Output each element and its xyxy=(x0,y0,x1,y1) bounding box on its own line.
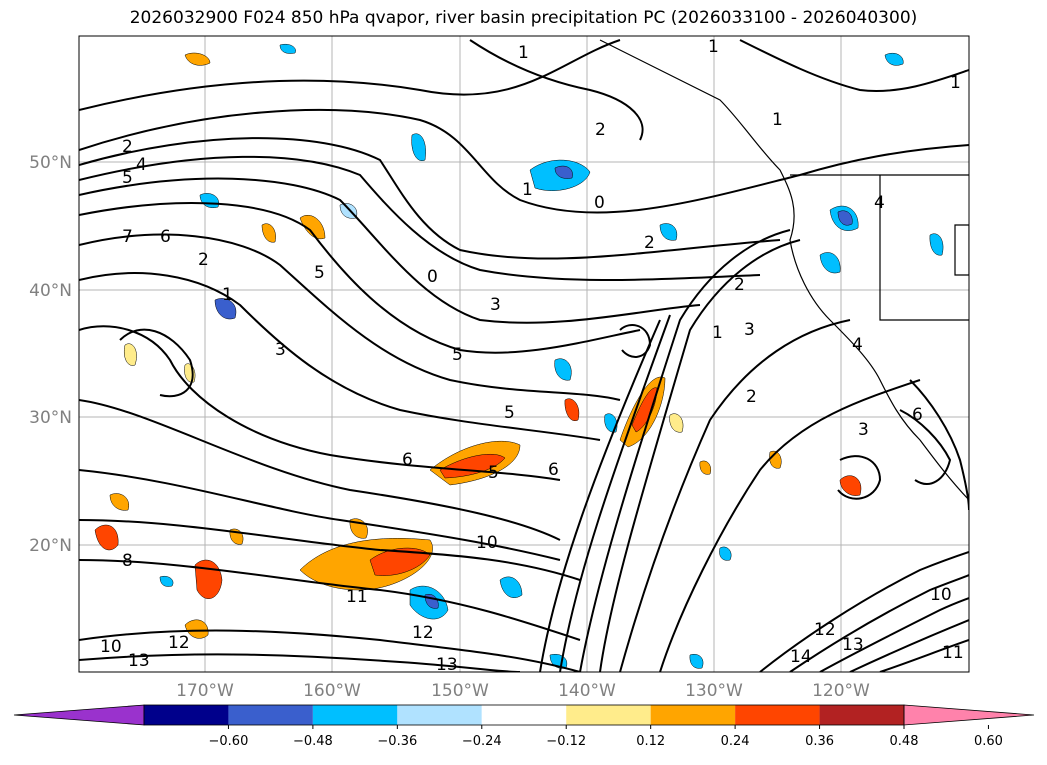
contour-label: 8 xyxy=(122,551,133,571)
contour-label: 5 xyxy=(122,168,133,188)
colorbar-segment xyxy=(312,705,398,725)
contour-label: 1 xyxy=(708,37,719,57)
contour-label: 1 xyxy=(950,73,961,93)
contour-label: 0 xyxy=(594,193,605,213)
lat-label: 50°N xyxy=(29,153,72,173)
contour-label: 4 xyxy=(136,155,147,175)
lon-label: 130°W xyxy=(685,681,743,701)
colorbar-segment xyxy=(735,705,820,725)
contour-label: 13 xyxy=(436,655,458,675)
colorbar-segment xyxy=(481,705,567,725)
latitude-axis: 50°N 40°N 30°N 20°N xyxy=(29,153,72,556)
longitude-axis: 170°W 160°W 150°W 140°W 130°W 120°W xyxy=(176,681,870,701)
contour-label: 2 xyxy=(644,233,655,253)
colorbar-tick-label: −0.60 xyxy=(209,734,249,749)
colorbar-tick-label: −0.24 xyxy=(462,734,502,749)
contour-label: 10 xyxy=(476,533,498,553)
contour-label: 1 xyxy=(712,323,723,343)
colorbar-tick-label: 0.24 xyxy=(721,734,750,749)
colorbar-tick-label: 0.12 xyxy=(636,734,665,749)
lon-label: 160°W xyxy=(303,681,361,701)
contour-label: 3 xyxy=(744,320,755,340)
contour-label: 1 xyxy=(772,110,783,130)
contour-label: 1 xyxy=(522,180,533,200)
contour-label: 5 xyxy=(452,345,463,365)
contour-label: 11 xyxy=(346,587,368,607)
contour-label: 6 xyxy=(160,227,171,247)
map-title: 2026032900 F024 850 hPa qvapor, river ba… xyxy=(129,8,918,28)
colorbar-tick-label: −0.12 xyxy=(546,734,586,749)
contour-label: 13 xyxy=(842,635,864,655)
lat-label: 40°N xyxy=(29,281,72,301)
colorbar-tick-label: 0.48 xyxy=(890,734,919,749)
contour-label: 12 xyxy=(814,620,836,640)
qvapor-contours xyxy=(79,39,969,672)
contour-label: 5 xyxy=(504,403,515,423)
colorbar-segment xyxy=(819,705,904,725)
colorbar-segment xyxy=(566,705,651,725)
colorbar-segment xyxy=(397,705,482,725)
contour-label: 2 xyxy=(595,120,606,140)
colorbar-segment xyxy=(144,705,229,725)
contour-label: 1 xyxy=(222,285,233,305)
colorbar-tick-label: 0.36 xyxy=(805,734,834,749)
coastline xyxy=(599,39,969,501)
contour-label: 12 xyxy=(412,623,434,643)
lon-label: 140°W xyxy=(558,681,616,701)
contour-label: 10 xyxy=(100,637,122,657)
contour-label: 11 xyxy=(942,643,964,663)
contour-label: 14 xyxy=(790,647,812,667)
contour-label: 0 xyxy=(427,267,438,287)
contour-label: 3 xyxy=(858,420,869,440)
contour-label: 4 xyxy=(852,335,863,355)
contour-label: 13 xyxy=(128,651,150,671)
contour-label: 1 xyxy=(518,43,529,63)
colorbar-segment xyxy=(650,705,736,725)
contour-label: 6 xyxy=(548,460,559,480)
lon-label: 120°W xyxy=(812,681,870,701)
contour-label: 12 xyxy=(168,633,190,653)
lat-label: 30°N xyxy=(29,408,72,428)
contour-label: 5 xyxy=(488,463,499,483)
contour-label: 2 xyxy=(122,137,133,157)
contour-label: 7 xyxy=(122,227,133,247)
colorbar-tick-label: −0.48 xyxy=(293,734,333,749)
contour-labels: 1 1 1 1 2 2 4 5 7 6 2 1 5 3 5 3 0 0 2 6 … xyxy=(100,37,964,675)
contour-label: 2 xyxy=(734,275,745,295)
lat-label: 20°N xyxy=(29,536,72,556)
contour-label: 2 xyxy=(198,250,209,270)
contour-label: 5 xyxy=(314,263,325,283)
colorbar-tick-label: 0.60 xyxy=(974,734,1003,749)
lon-label: 150°W xyxy=(431,681,489,701)
lon-label: 170°W xyxy=(176,681,234,701)
colorbar-extend-high xyxy=(903,704,1035,726)
contour-label: 4 xyxy=(874,193,885,213)
colorbar-segment xyxy=(228,705,313,725)
contour-label: 6 xyxy=(402,450,413,470)
colorbar: −0.60 −0.48 −0.36 −0.24 −0.12 0.12 0.24 0.36 0.4… xyxy=(13,704,1035,749)
map-border xyxy=(78,35,970,673)
contour-label: 6 xyxy=(912,405,923,425)
contour-label: 3 xyxy=(275,340,286,360)
colorbar-tick-label: −0.36 xyxy=(377,734,417,749)
precip-anomaly-fill xyxy=(94,44,944,669)
colorbar-extend-low xyxy=(13,704,145,726)
contour-label: 2 xyxy=(746,387,757,407)
colorbar-border xyxy=(143,704,905,726)
contour-label: 3 xyxy=(490,295,501,315)
gridlines xyxy=(79,36,969,672)
contour-label: 10 xyxy=(930,585,952,605)
